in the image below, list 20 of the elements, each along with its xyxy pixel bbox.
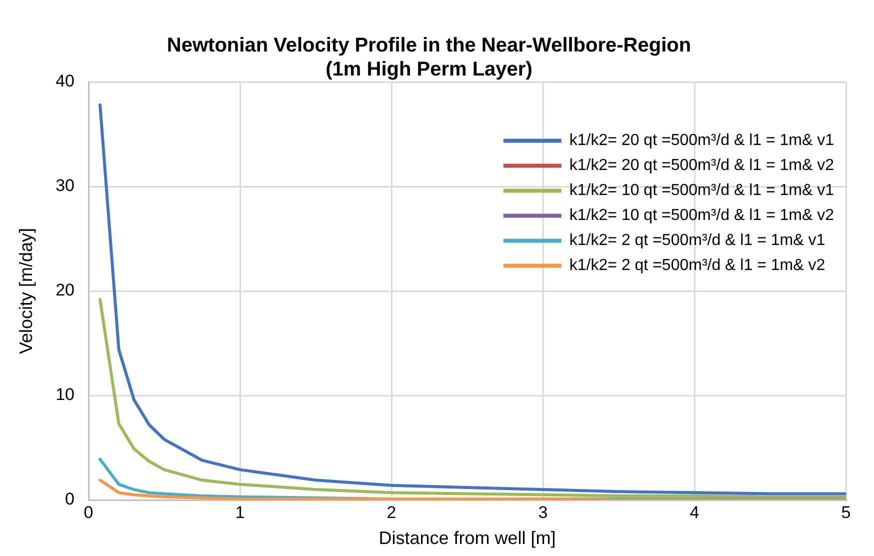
y-tick-label: 30 [56, 176, 75, 196]
x-tick-label: 3 [538, 502, 548, 522]
legend-label: k1/k2= 10 qt =500m³/d & l1 = 1m& v1 [569, 182, 834, 200]
legend-label: k1/k2= 20 qt =500m³/d & l1 = 1m& v2 [569, 157, 834, 174]
y-tick-label: 10 [56, 385, 75, 404]
x-tick-label: 2 [386, 502, 396, 522]
x-tick-label: 0 [84, 502, 94, 522]
y-tick-label: 20 [56, 280, 75, 300]
x-tick-label: 5 [841, 502, 851, 522]
y-axis-title: Velocity [m/day] [16, 228, 36, 354]
legend-label: k1/k2= 2 qt =500m³/d & l1 = 1m& v1 [569, 232, 826, 250]
chart-title: Newtonian Velocity Profile in the Near-Wellbore-Region (1m High Perm Layer) [166, 34, 692, 81]
y-tick-label: 0 [65, 490, 75, 509]
x-axis-title: Distance from well [m] [378, 528, 556, 548]
legend-label: k1/k2= 20 qt =500m³/d & l1 = 1m& v1 [569, 132, 834, 150]
x-tick-label: 1 [235, 502, 245, 522]
legend-label: k1/k2= 10 qt =500m³/d & l1 = 1m& v2 [569, 207, 834, 224]
y-tick-label: 40 [56, 72, 75, 91]
x-tick-label: 4 [690, 502, 700, 522]
legend-label: k1/k2= 2 qt =500m³/d & l1 = 1m& v2 [569, 257, 826, 274]
